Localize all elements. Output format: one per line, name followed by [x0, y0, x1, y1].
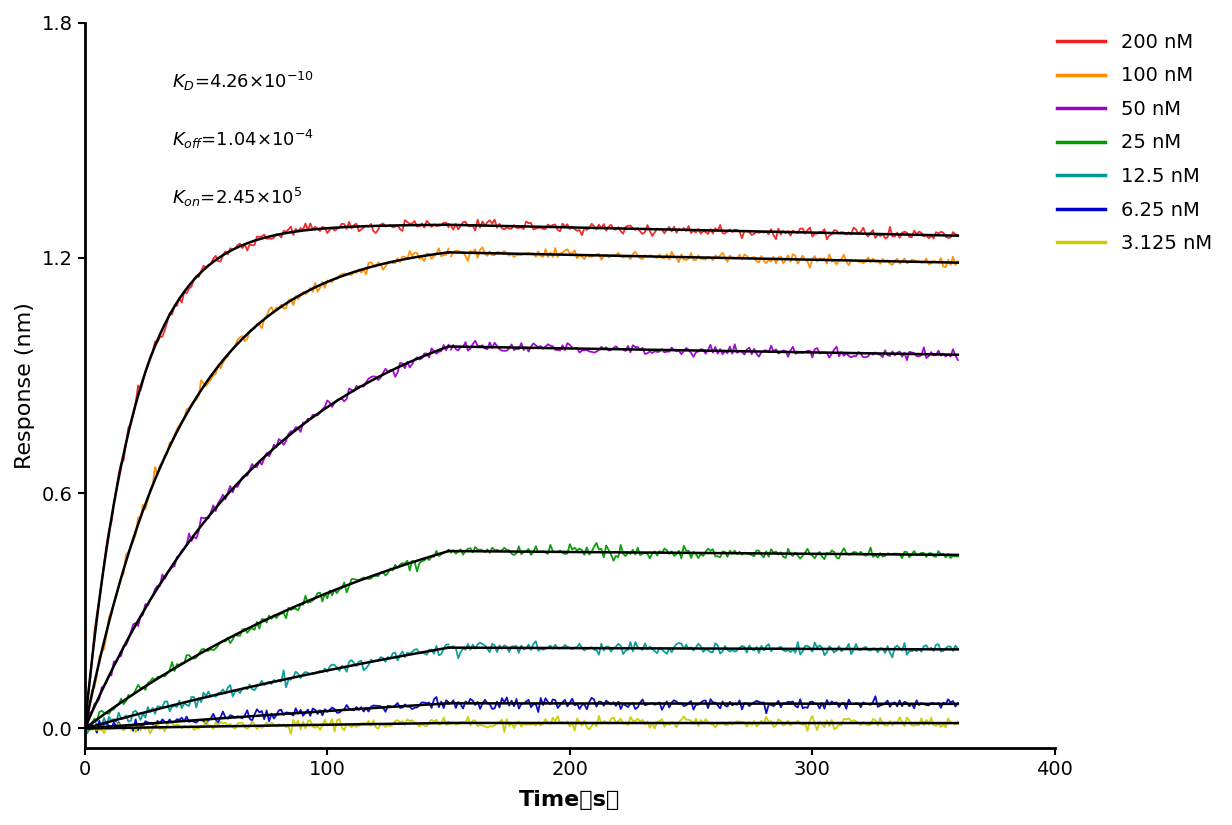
Legend: 200 nM, 100 nM, 50 nM, 25 nM, 12.5 nM, 6.25 nM, 3.125 nM: 200 nM, 100 nM, 50 nM, 25 nM, 12.5 nM, 6…	[1048, 25, 1220, 261]
3.125 nM	[902, 715, 917, 725]
200 nM	[448, 219, 463, 229]
Text: $K_{off}$=1.04×10$^{-4}$: $K_{off}$=1.04×10$^{-4}$	[172, 128, 314, 151]
200 nM	[553, 226, 568, 236]
12.5 nM	[556, 643, 570, 653]
100 nM	[902, 257, 917, 266]
100 nM	[699, 255, 713, 265]
50 nM	[902, 346, 917, 356]
200 nM	[699, 227, 713, 237]
3.125 nM	[872, 713, 887, 723]
100 nM	[476, 243, 490, 252]
25 nM	[872, 548, 887, 558]
3.125 nM	[448, 719, 463, 729]
200 nM	[950, 230, 965, 240]
100 nM	[448, 246, 463, 256]
Line: 6.25 nM: 6.25 nM	[451, 696, 957, 714]
Y-axis label: Response (nm): Response (nm)	[15, 302, 34, 469]
100 nM	[686, 255, 701, 265]
6.25 nM	[444, 698, 458, 708]
25 nM	[551, 547, 565, 557]
3.125 nM	[950, 717, 965, 727]
200 nM	[902, 232, 917, 242]
12.5 nM	[448, 644, 463, 653]
25 nM	[950, 552, 965, 562]
6.25 nM	[684, 696, 699, 706]
12.5 nM	[902, 646, 917, 656]
12.5 nM	[950, 644, 965, 654]
25 nM	[689, 549, 703, 559]
12.5 nM	[451, 653, 466, 663]
12.5 nM	[689, 643, 703, 653]
Text: $K_{on}$=2.45×10$^5$: $K_{on}$=2.45×10$^5$	[172, 186, 302, 209]
25 nM	[589, 538, 604, 548]
6.25 nM	[872, 700, 887, 710]
12.5 nM	[701, 645, 716, 655]
6.25 nM	[759, 709, 774, 719]
50 nM	[871, 349, 886, 359]
50 nM	[686, 351, 701, 361]
Line: 3.125 nM: 3.125 nM	[451, 716, 957, 732]
25 nM	[701, 544, 716, 554]
3.125 nM	[591, 711, 606, 721]
50 nM	[468, 336, 483, 346]
6.25 nM	[448, 703, 463, 713]
6.25 nM	[902, 701, 917, 711]
Text: $K_D$=4.26×10$^{-10}$: $K_D$=4.26×10$^{-10}$	[172, 69, 314, 92]
3.125 nM	[553, 719, 568, 728]
100 nM	[553, 248, 568, 258]
3.125 nM	[444, 719, 458, 728]
50 nM	[899, 356, 914, 365]
100 nM	[872, 259, 887, 269]
200 nM	[444, 221, 458, 231]
3.125 nM	[496, 727, 511, 737]
50 nM	[699, 349, 713, 359]
25 nM	[448, 549, 463, 559]
200 nM	[872, 231, 887, 241]
6.25 nM	[950, 698, 965, 708]
6.25 nM	[869, 691, 883, 701]
Line: 50 nM: 50 nM	[451, 341, 957, 361]
X-axis label: Time（s）: Time（s）	[519, 790, 621, 810]
25 nM	[606, 556, 621, 566]
12.5 nM	[444, 643, 458, 653]
50 nM	[444, 345, 458, 355]
Line: 12.5 nM: 12.5 nM	[451, 641, 957, 658]
200 nM	[686, 226, 701, 236]
12.5 nM	[529, 636, 543, 646]
200 nM	[487, 214, 501, 224]
100 nM	[444, 252, 458, 262]
3.125 nM	[689, 714, 703, 724]
100 nM	[802, 263, 817, 273]
25 nM	[902, 553, 917, 563]
12.5 nM	[872, 644, 887, 653]
200 nM	[819, 234, 834, 244]
50 nM	[950, 355, 965, 365]
Line: 25 nM: 25 nM	[451, 543, 957, 561]
6.25 nM	[696, 695, 711, 705]
6.25 nM	[551, 703, 565, 713]
50 nM	[553, 346, 568, 356]
Line: 100 nM: 100 nM	[451, 248, 957, 268]
100 nM	[950, 257, 965, 266]
25 nM	[444, 548, 458, 558]
50 nM	[448, 344, 463, 354]
3.125 nM	[701, 718, 716, 728]
Line: 200 nM: 200 nM	[451, 219, 957, 239]
